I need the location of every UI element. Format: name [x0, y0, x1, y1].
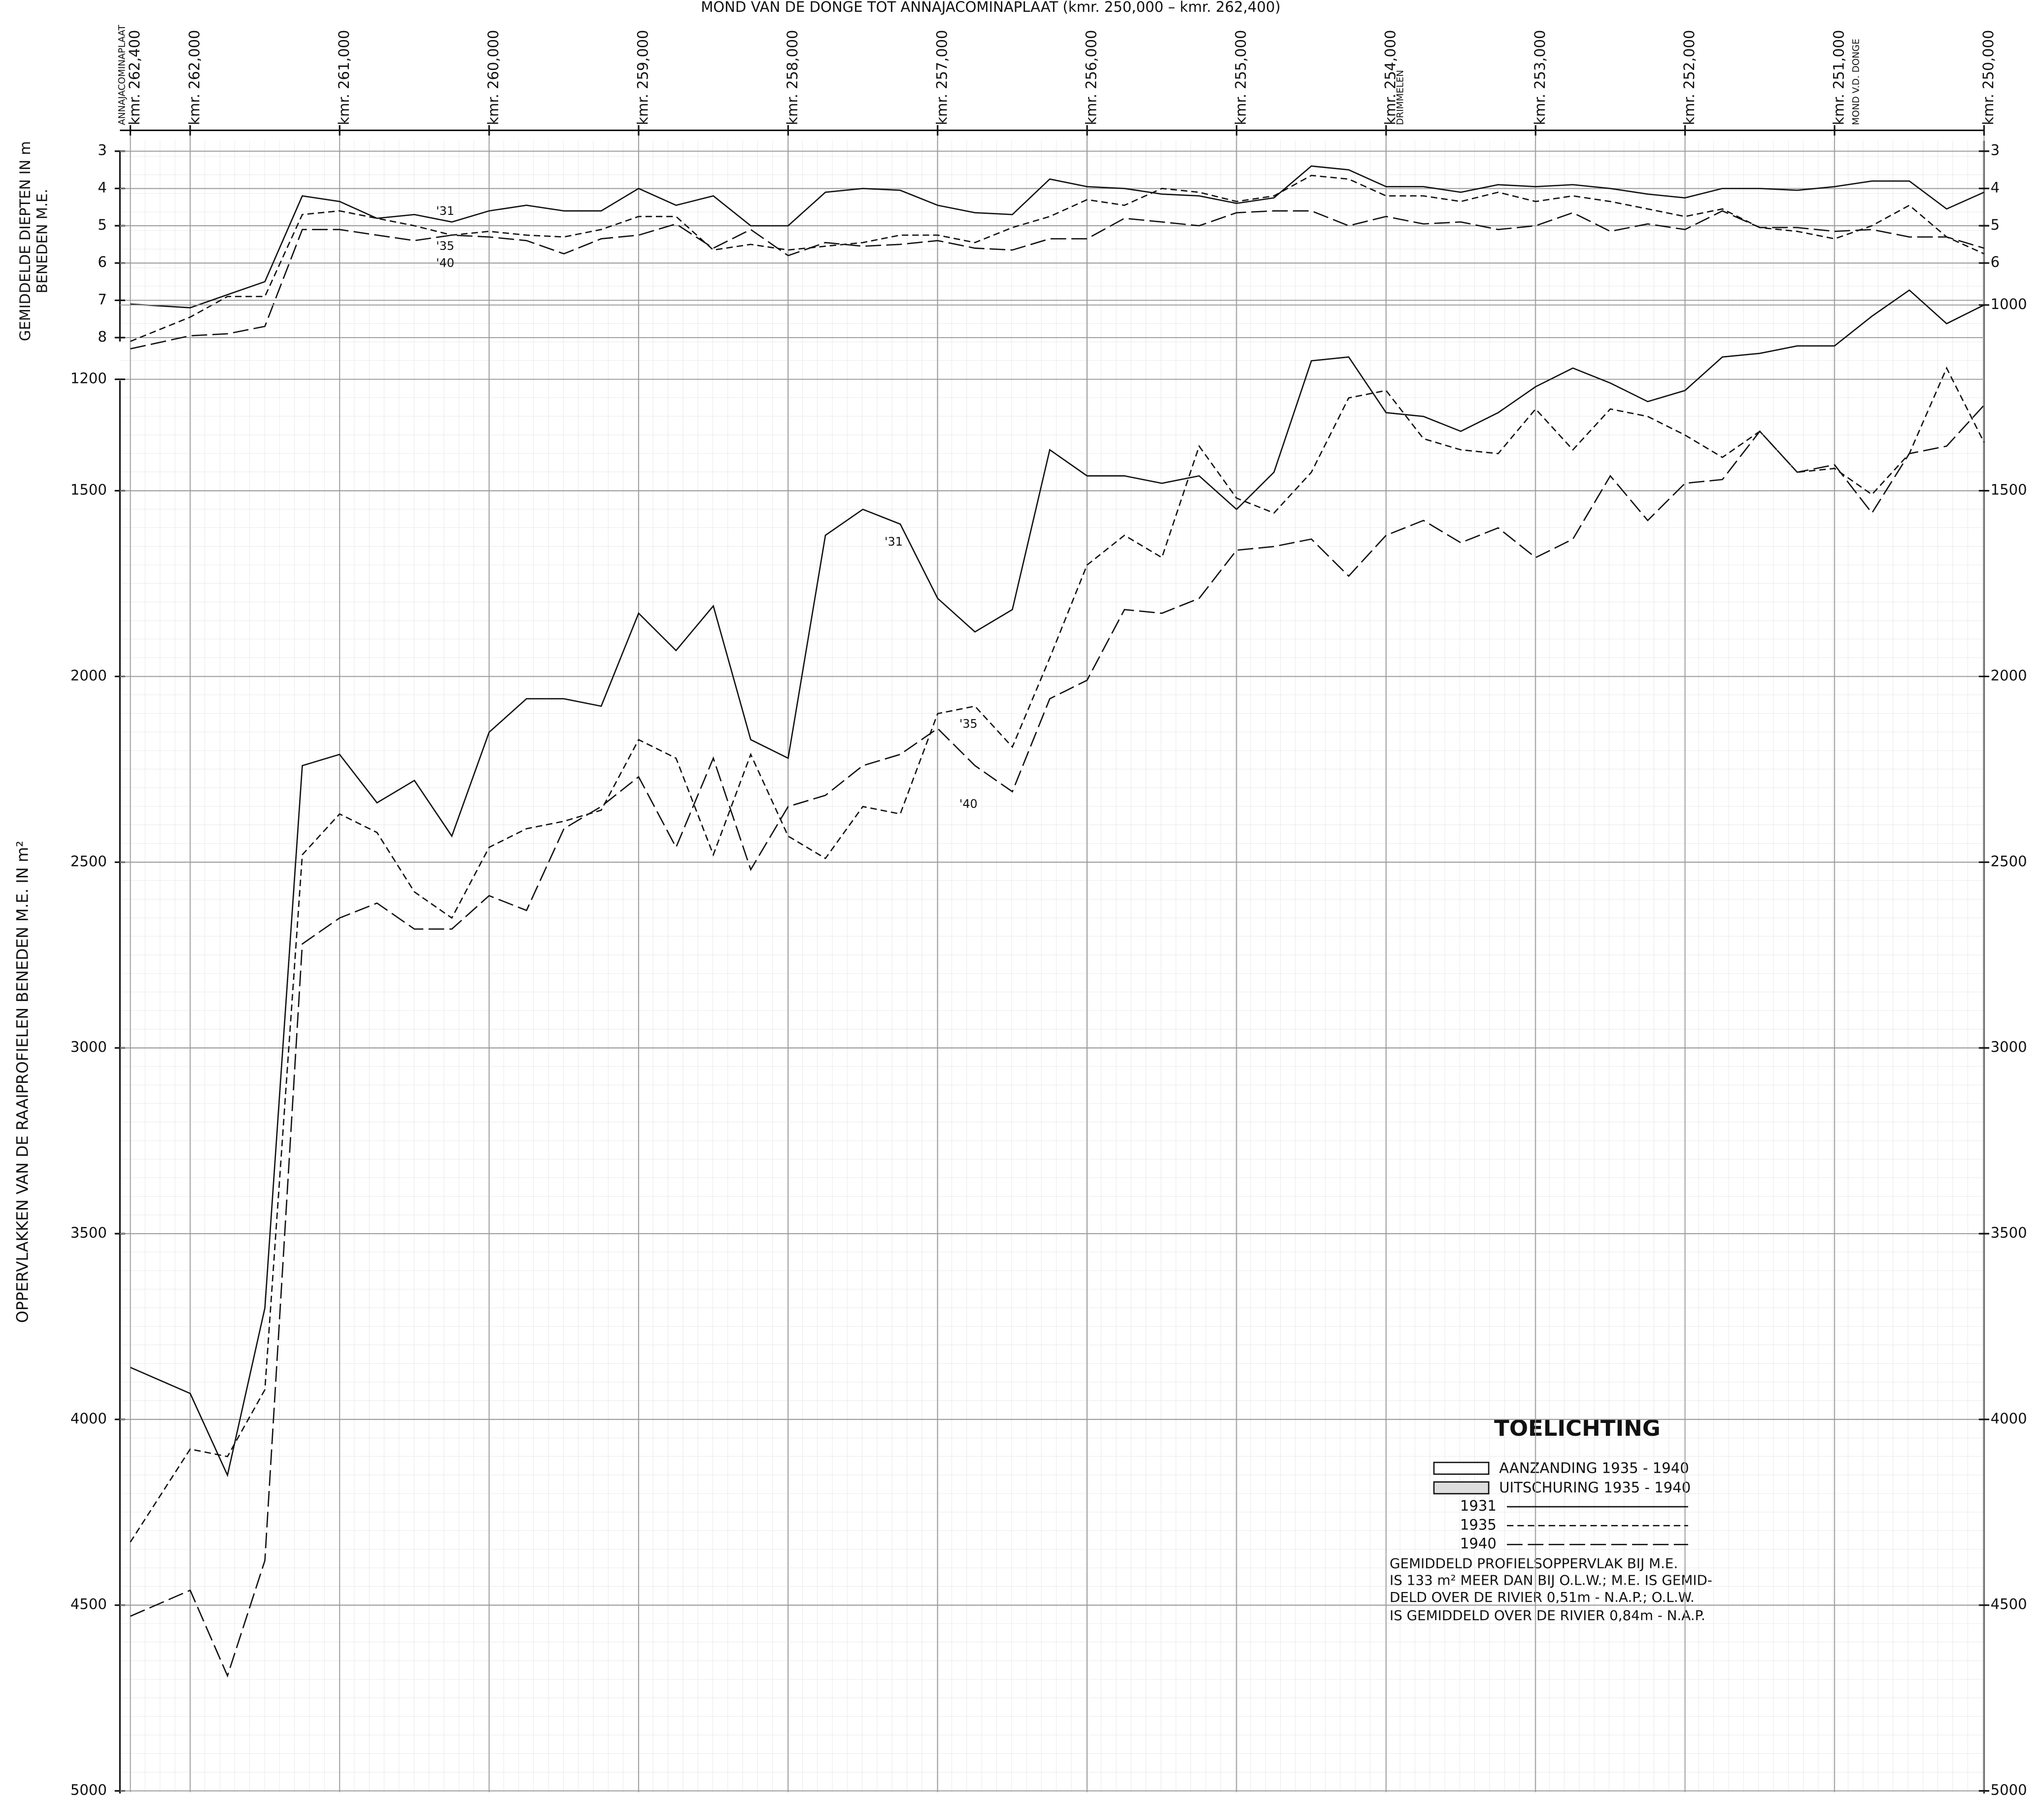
place-label: DRIMMELEN	[1395, 70, 1405, 125]
y-tick-label: 3	[98, 142, 107, 159]
x-tick-label: kmr. 262,000	[186, 30, 203, 125]
y-tick-label: 8	[98, 328, 107, 345]
x-tick-label: kmr. 255,000	[1232, 30, 1249, 125]
series-line	[130, 289, 1984, 1478]
y-tick-label: 1000	[1991, 296, 2027, 312]
y-tick-label: 5000	[1991, 1781, 2027, 1798]
x-tick-label: kmr. 262,400	[126, 30, 143, 125]
y-tick-label: 3000	[70, 1038, 107, 1055]
note: DELD OVER DE RIVIER 0,51m - N.A.P.; O.L.…	[1390, 1589, 1695, 1605]
legend-label: AANZANDING 1935 - 1940	[1499, 1459, 1689, 1476]
y-tick-label: 5	[98, 216, 107, 233]
note: IS GEMIDDELD OVER DE RIVIER 0,84m - N.A.…	[1390, 1607, 1705, 1624]
y-tick-label: 2000	[1991, 667, 2027, 684]
y-axis-label: BENEDEN M.E.	[34, 189, 50, 293]
y-tick-label: 3	[1991, 142, 2000, 159]
y-tick-label: 1200	[70, 370, 107, 387]
x-tick-label: kmr. 260,000	[485, 30, 502, 125]
series-label: '35	[959, 717, 978, 730]
y-axis-label: OPPERVLAKKEN VAN DE RAAIPROFIELEN BENEDE…	[14, 841, 32, 1323]
legend-label: 1935	[1460, 1516, 1497, 1533]
y-tick-label: 1500	[70, 482, 107, 498]
series-line	[130, 366, 1985, 1543]
y-tick-label: 5	[1991, 216, 2000, 233]
y-tick-label: 3500	[70, 1224, 107, 1241]
series-line	[130, 165, 1984, 309]
x-tick-label: kmr. 251,000	[1831, 30, 1847, 125]
y-tick-label: 6	[1991, 254, 2000, 271]
y-tick-label: 2500	[70, 853, 107, 869]
legend-label: UITSCHURING 1935 - 1940	[1499, 1479, 1691, 1496]
x-tick-label: kmr. 258,000	[784, 30, 801, 125]
y-tick-label: 3000	[1991, 1038, 2027, 1055]
y-tick-label: 2000	[70, 667, 107, 684]
y-tick-label: 4500	[1991, 1596, 2027, 1613]
y-tick-label: 4000	[1991, 1410, 2027, 1427]
x-tick-label: kmr. 252,000	[1681, 30, 1698, 125]
place-label: ANNAJACOMINAPLAAT	[117, 25, 128, 125]
y-tick-label: 4	[1991, 179, 2000, 196]
legend-swatch	[1433, 1461, 1490, 1475]
x-tick-label: kmr. 261,000	[336, 30, 352, 125]
series-line	[130, 210, 1984, 349]
x-tick-label: kmr. 250,000	[1980, 30, 1997, 125]
y-tick-label: 4000	[70, 1410, 107, 1427]
note: IS 133 m² MEER DAN BIJ O.L.W.; M.E. IS G…	[1390, 1572, 1712, 1589]
y-tick-label: 4500	[70, 1596, 107, 1613]
series-label: '31	[885, 535, 903, 549]
paper-grid	[120, 140, 1984, 1793]
y-tick-label: 1500	[1991, 482, 2027, 498]
series-label: '35	[436, 239, 454, 253]
y-tick-label: 7	[98, 291, 107, 308]
note: GEMIDDELD PROFIELSOPPERVLAK BIJ M.E.	[1390, 1555, 1678, 1571]
series-line	[130, 174, 1984, 342]
x-tick-label: kmr. 257,000	[933, 30, 950, 125]
y-tick-label: 2500	[1991, 853, 2027, 869]
x-tick-label: kmr. 253,000	[1532, 30, 1548, 125]
y-tick-label: 4	[98, 179, 107, 196]
legend-label: 1940	[1460, 1535, 1497, 1552]
legend-swatch	[1433, 1481, 1490, 1494]
series-label: '40	[436, 256, 454, 270]
y-axis-label: GEMIDDELDE DIEPTEN IN m	[17, 141, 34, 341]
x-tick-label: kmr. 254,000	[1382, 30, 1398, 125]
y-tick-label: 5000	[70, 1781, 107, 1798]
series-label: '40	[959, 797, 978, 811]
y-tick-label: 6	[98, 254, 107, 271]
place-label: MOND V.D. DONGE	[1851, 39, 1862, 125]
series-label: '31	[436, 204, 454, 218]
chart-title: MOND VAN DE DONGE TOT ANNAJACOMINAPLAAT …	[701, 0, 1280, 15]
x-tick-label: kmr. 259,000	[635, 30, 651, 125]
y-tick-label: 3500	[1991, 1224, 2027, 1241]
legend-label: 1931	[1460, 1497, 1497, 1514]
x-tick-label: kmr. 256,000	[1083, 30, 1100, 125]
series-line	[130, 405, 1985, 1678]
